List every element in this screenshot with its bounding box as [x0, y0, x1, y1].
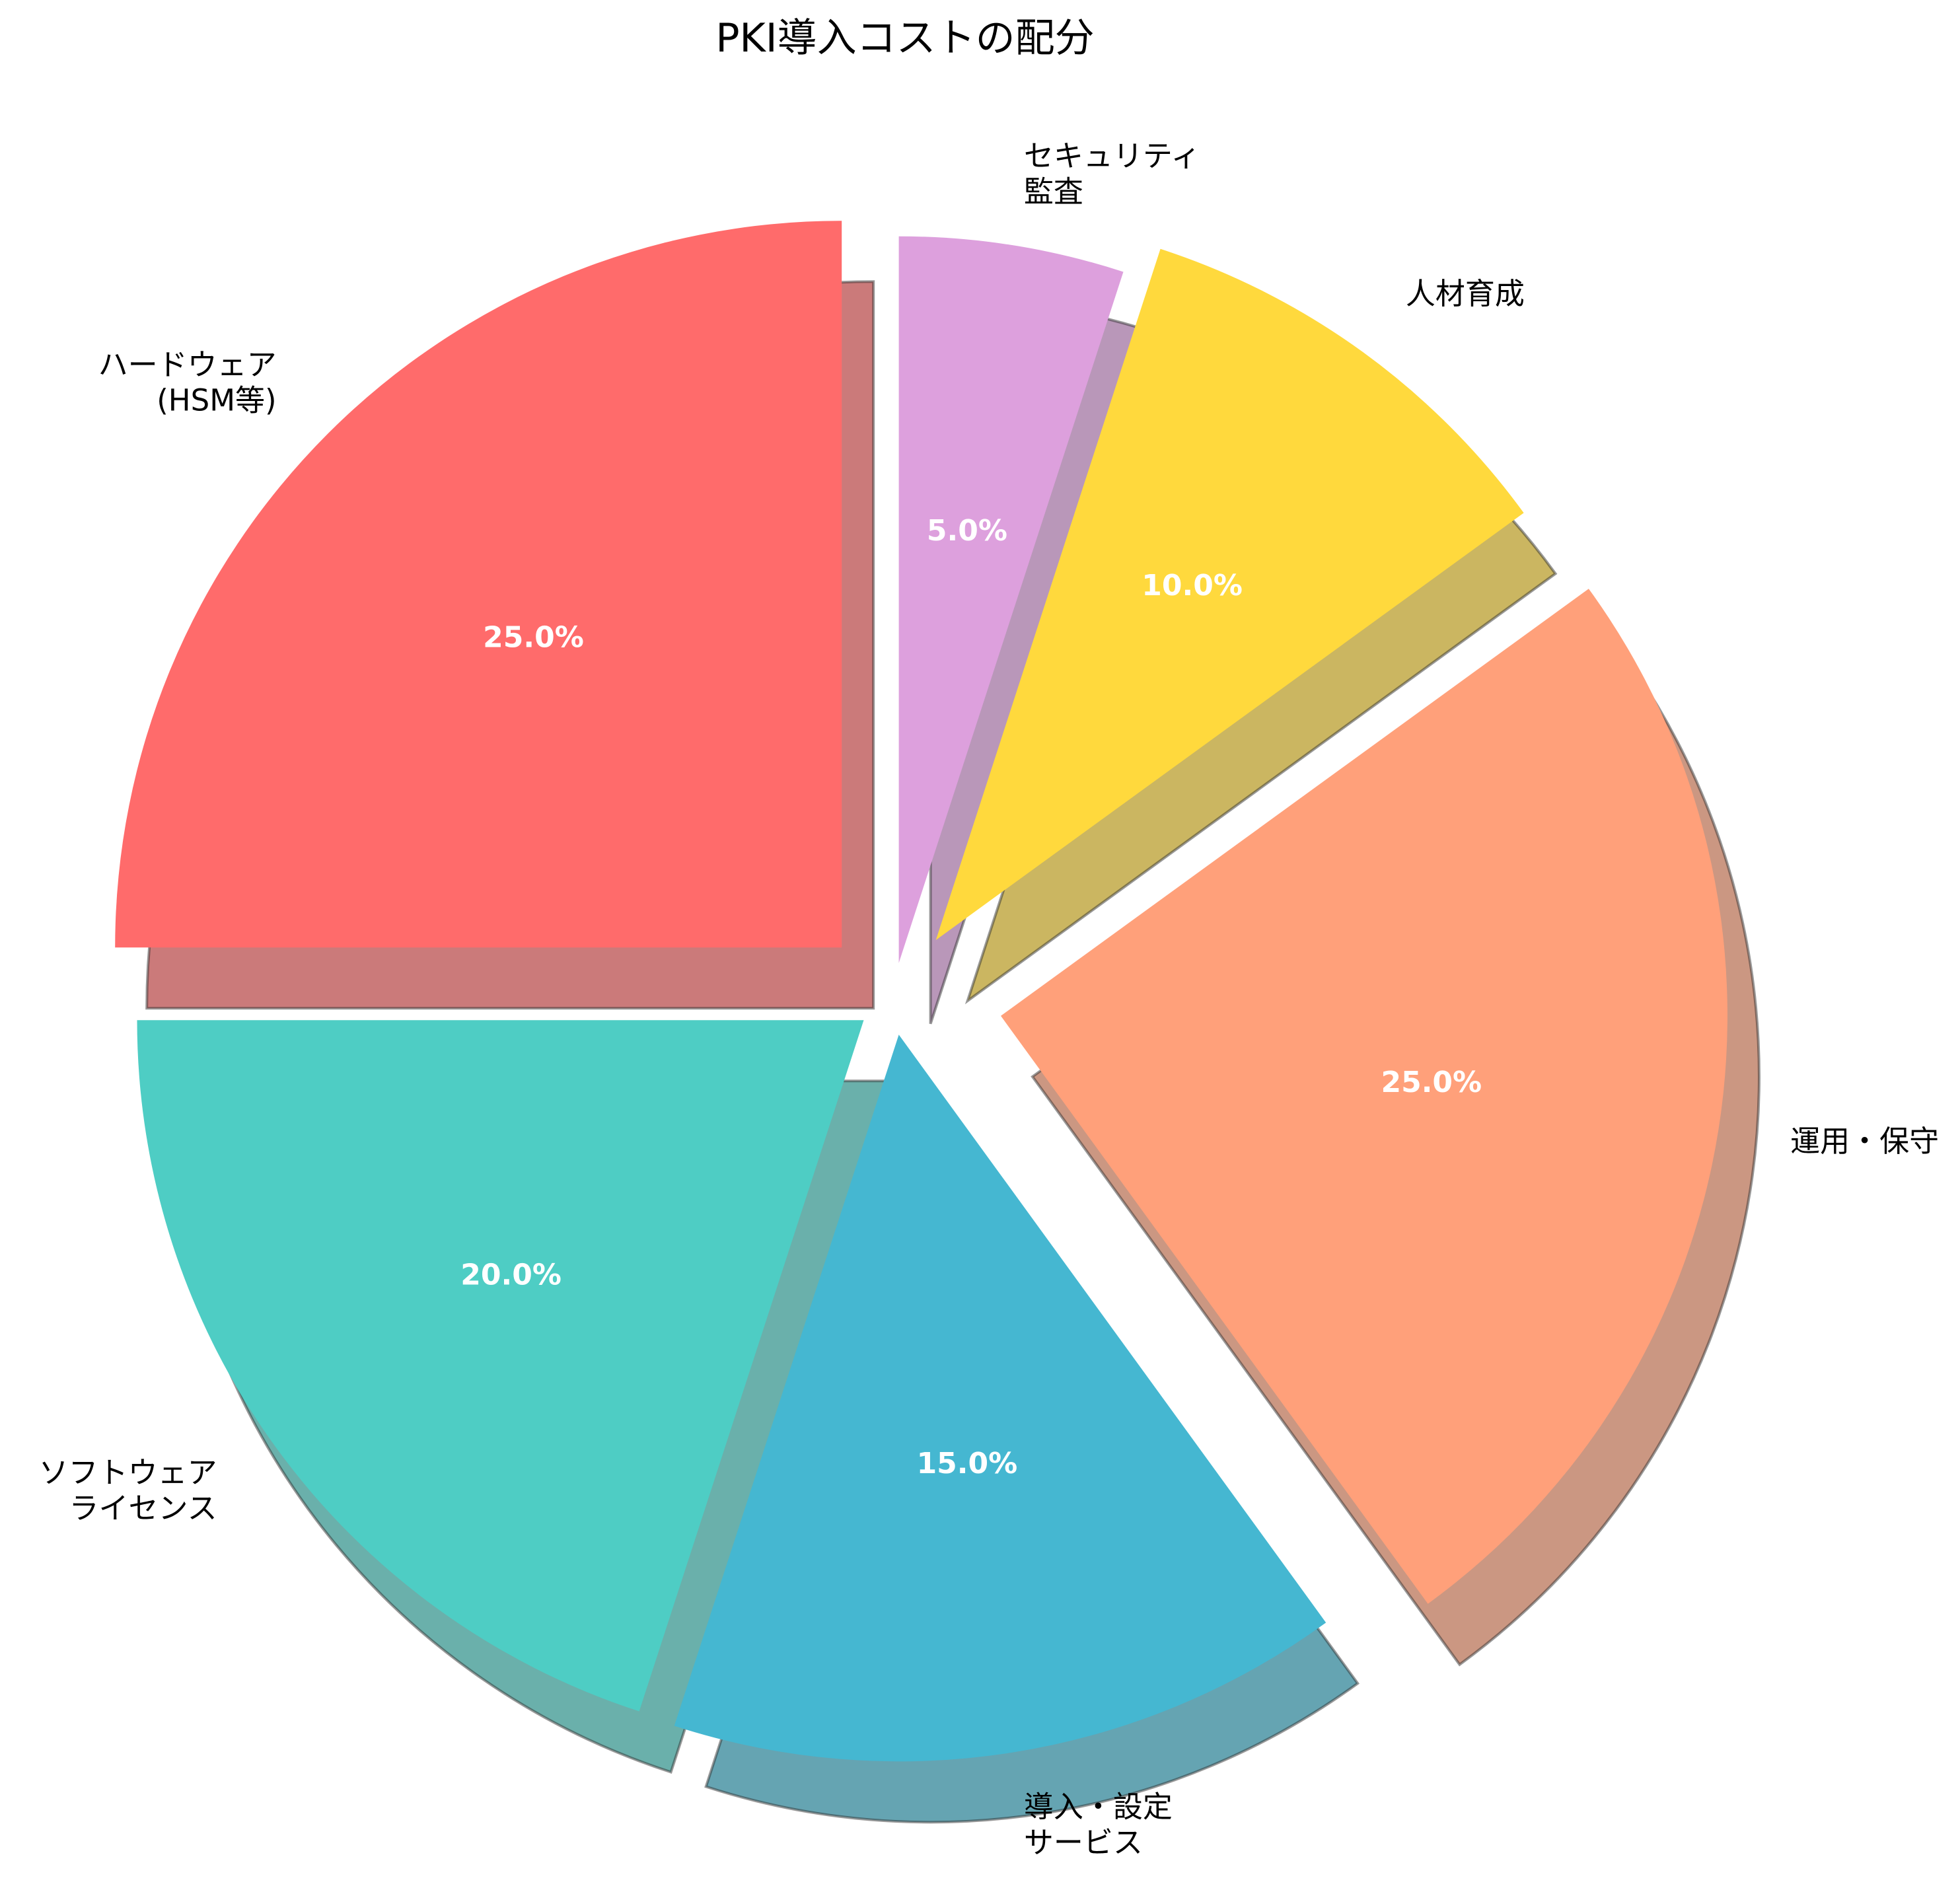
- category-label-security-audit: セキュリティ監査: [1024, 139, 1200, 209]
- category-label-hardware: ハードウェア(HSM等): [98, 347, 277, 418]
- percent-label-operations: 25.0%: [1381, 1066, 1482, 1099]
- category-label-operations: 運用・保守: [1790, 1124, 1939, 1159]
- slice-operations: [1001, 589, 1727, 1604]
- percent-label-hardware: 25.0%: [483, 621, 584, 655]
- chart-title: PKI導入コストの配分: [715, 15, 1094, 61]
- percent-label-software-license: 20.0%: [460, 1258, 562, 1292]
- percent-labels: 25.0% 20.0% 15.0% 25.0% 10.0% 5.0%: [460, 514, 1482, 1480]
- percent-label-security-audit: 5.0%: [927, 514, 1007, 548]
- slice-software-license: [137, 1020, 864, 1712]
- category-label-software-license: ソフトウェアライセンス: [39, 1455, 217, 1526]
- percent-label-setup-service: 15.0%: [917, 1447, 1018, 1480]
- category-label-setup-service: 導入・設定サービス: [1024, 1789, 1173, 1860]
- category-label-training: 人材育成: [1406, 276, 1525, 311]
- slice-hardware: [115, 221, 842, 948]
- slice-security-audit: [898, 236, 1124, 963]
- slice-training: [935, 248, 1524, 940]
- pie-slices: [115, 221, 1727, 1762]
- percent-label-training: 10.0%: [1142, 569, 1243, 602]
- slice-setup-service: [674, 1035, 1326, 1762]
